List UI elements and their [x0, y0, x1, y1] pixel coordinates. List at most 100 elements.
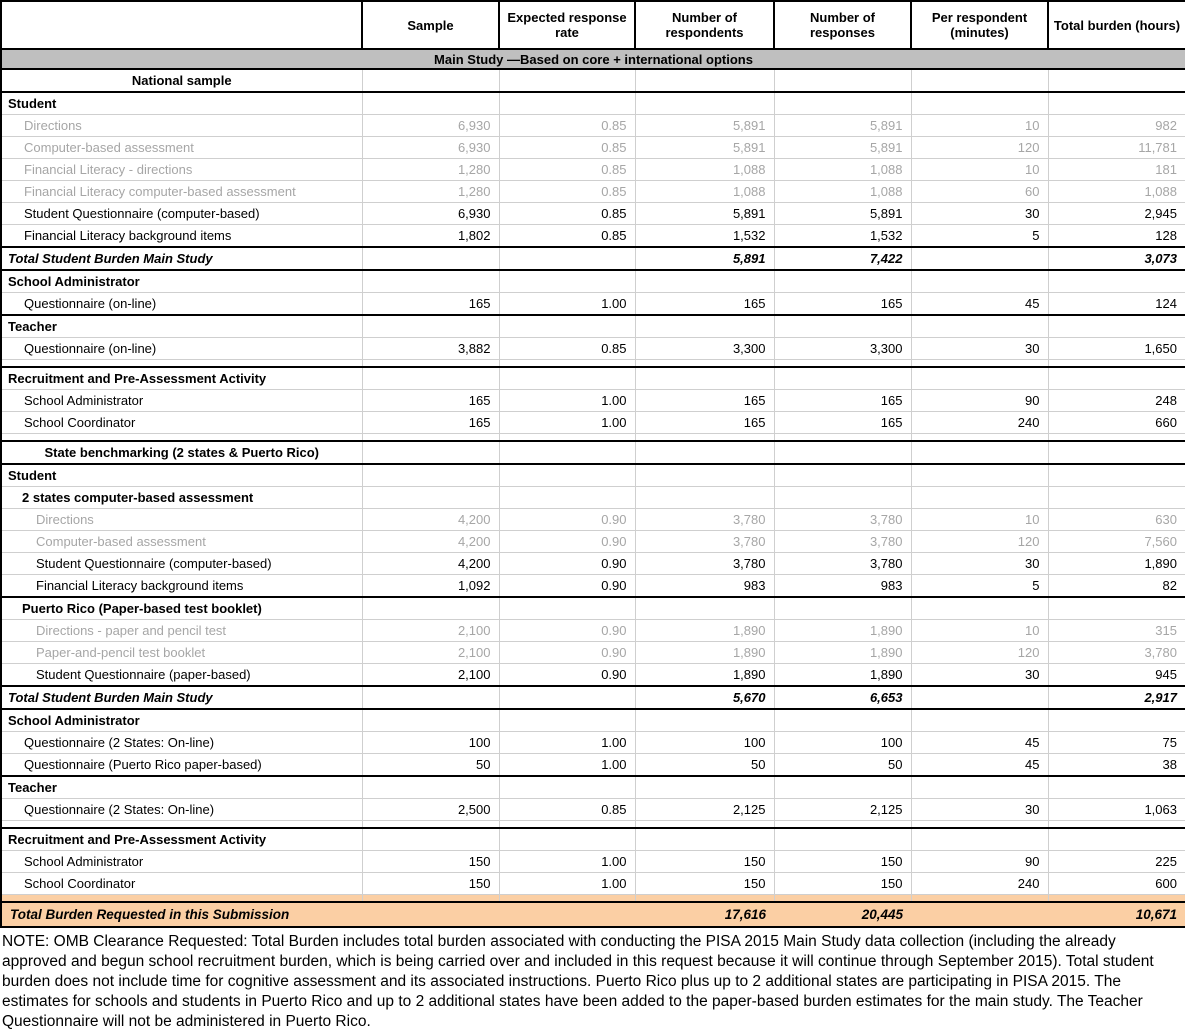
cell-responses	[773, 827, 912, 851]
cell-minutes	[910, 463, 1049, 487]
cell-responses: 150	[773, 850, 912, 873]
cell-rate: 0.90	[498, 530, 636, 553]
cell-responses	[773, 366, 912, 390]
row-label: Financial Literacy - directions	[0, 158, 363, 181]
cell-sample: 4,200	[361, 530, 500, 553]
cell-sample: 6,930	[361, 136, 500, 159]
cell-minutes: 5	[910, 224, 1049, 248]
row-label: Puerto Rico (Paper-based test booklet)	[0, 596, 363, 620]
cell-rate: 1.00	[498, 731, 636, 754]
cell-respondents	[634, 366, 775, 390]
row-label: Total Student Burden Main Study	[0, 685, 363, 710]
cell-rate	[498, 366, 636, 390]
cell-responses: 50	[773, 753, 912, 777]
row-label: Questionnaire (2 States: On-line)	[0, 798, 363, 821]
cell-rate: 0.90	[498, 574, 636, 598]
cell-respondents	[634, 775, 775, 799]
cell-sample	[361, 440, 500, 465]
row-label: Directions	[0, 508, 363, 531]
cell-responses: 1,890	[773, 641, 912, 664]
cell-rate: 0.90	[498, 663, 636, 687]
cell-sample: 150	[361, 872, 500, 895]
cell-minutes	[910, 894, 1049, 903]
cell-respondents: 17,616	[635, 901, 774, 928]
row-label: School Administrator	[0, 269, 363, 293]
cell-hours	[1047, 359, 1185, 368]
cell-respondents	[634, 359, 775, 368]
cell-respondents: 1,088	[634, 180, 775, 203]
row-label: Questionnaire (on-line)	[0, 292, 363, 316]
cell-hours: 1,890	[1047, 552, 1185, 575]
row-label: Total Student Burden Main Study	[0, 246, 363, 271]
cell-hours	[1047, 486, 1185, 509]
cell-hours: 3,780	[1047, 641, 1185, 664]
cell-minutes	[910, 246, 1049, 271]
cell-hours: 124	[1047, 292, 1185, 316]
table-row: Student Questionnaire (computer-based) 4,…	[0, 552, 1185, 575]
row-label: School Administrator	[0, 850, 363, 873]
cell-minutes	[910, 68, 1049, 93]
row-label: Recruitment and Pre-Assessment Activity	[0, 827, 363, 851]
cell-hours: 7,560	[1047, 530, 1185, 553]
cell-respondents: 3,780	[634, 530, 775, 553]
cell-minutes	[910, 440, 1049, 465]
cell-hours: 630	[1047, 508, 1185, 531]
cell-hours: 3,073	[1047, 246, 1185, 271]
table-row: Student	[0, 91, 1185, 115]
cell-responses: 983	[773, 574, 912, 598]
row-label: National sample	[0, 68, 363, 93]
cell-minutes: 30	[910, 663, 1049, 687]
cell-rate: 0.90	[498, 508, 636, 531]
row-label: School Administrator	[0, 389, 363, 412]
cell-responses	[773, 440, 912, 465]
cell-minutes: 30	[910, 202, 1049, 225]
cell-sample	[361, 894, 500, 903]
cell-minutes	[910, 366, 1049, 390]
table-row: Teacher	[0, 775, 1185, 799]
cell-sample: 1,280	[361, 158, 500, 181]
cell-minutes	[910, 775, 1049, 799]
table-row: Teacher	[0, 314, 1185, 338]
cell-respondents	[634, 68, 775, 93]
cell-responses: 5,891	[773, 136, 912, 159]
cell-rate	[498, 359, 636, 368]
row-label: Teacher	[0, 775, 363, 799]
table-row: Financial Literacy - directions 1,280 0.85…	[0, 158, 1185, 181]
cell-rate: 0.85	[498, 337, 636, 360]
cell-hours	[1047, 433, 1185, 442]
row-label: Student Questionnaire (computer-based)	[0, 202, 363, 225]
cell-respondents: 5,670	[634, 685, 775, 710]
cell-minutes: 240	[910, 872, 1049, 895]
cell-responses: 5,891	[773, 114, 912, 137]
cell-hours: 75	[1047, 731, 1185, 754]
cell-rate	[498, 486, 636, 509]
cell-respondents	[634, 314, 775, 338]
row-label: School Administrator	[0, 708, 363, 732]
cell-minutes: 240	[910, 411, 1049, 434]
cell-hours	[1047, 366, 1185, 390]
cell-respondents	[634, 433, 775, 442]
cell-sample	[361, 820, 500, 829]
cell-responses: 1,890	[773, 619, 912, 642]
cell-minutes: 45	[910, 292, 1049, 316]
cell-responses	[773, 708, 912, 732]
cell-sample	[361, 366, 500, 390]
cell-minutes	[910, 91, 1049, 115]
cell-responses	[773, 433, 912, 442]
cell-rate: 1.00	[498, 411, 636, 434]
row-label: Teacher	[0, 314, 363, 338]
table-row: Total Burden Requested in this Submissio…	[1, 901, 1185, 928]
cell-minutes: 120	[910, 136, 1049, 159]
row-label: Computer-based assessment	[0, 530, 363, 553]
cell-hours	[1047, 596, 1185, 620]
row-label: Directions	[0, 114, 363, 137]
cell-respondents: 1,890	[634, 641, 775, 664]
cell-rate: 1.00	[498, 753, 636, 777]
row-label: Directions - paper and pencil test	[0, 619, 363, 642]
row-label	[0, 894, 363, 903]
table-row	[0, 359, 1185, 368]
table-row: Computer-based assessment 6,930 0.85 5,891 5…	[0, 136, 1185, 159]
cell-hours: 315	[1047, 619, 1185, 642]
table-row: Directions 4,200 0.90 3,780 3,780 10 630	[0, 508, 1185, 531]
cell-sample: 2,500	[361, 798, 500, 821]
